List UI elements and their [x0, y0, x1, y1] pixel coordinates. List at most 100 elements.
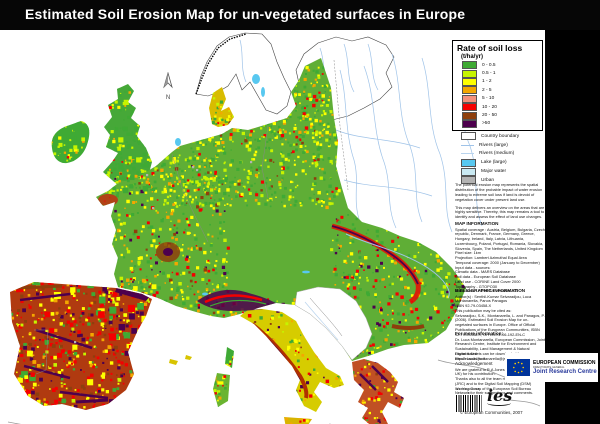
carpathians-purple — [331, 225, 419, 285]
uncovered-region-balkans — [294, 286, 373, 361]
lake — [175, 138, 181, 146]
pindus-2 — [371, 365, 389, 383]
legend-swatch — [461, 153, 474, 155]
legend-class-row: 2 - 5 — [462, 86, 542, 95]
alps-red-band — [204, 294, 263, 304]
eu-flag-stars-icon — [513, 361, 524, 374]
text-line: Land use - CORINE Land Cover 2000 — [455, 278, 521, 284]
text-line: Soil data - European Soil Database — [455, 274, 516, 280]
river-line — [339, 69, 361, 223]
legend-rate-of-soil-loss: Rate of soil loss (t/ha/yr) 0 - 0.5 0.5 -… — [452, 40, 543, 131]
river-line — [335, 129, 421, 149]
legend-symbol-row: Rivers (medium) — [461, 150, 544, 159]
legend-symbol-label: Major water — [481, 169, 507, 175]
section-heading: BIBLIOGRAPHIC INFORMATION — [455, 288, 526, 293]
map-line — [309, 297, 343, 337]
region-corsica — [225, 347, 234, 368]
pyrenees — [115, 287, 151, 301]
urban-area — [152, 207, 155, 210]
urban-area — [192, 166, 195, 169]
apennines — [250, 322, 309, 399]
region-mainland — [96, 58, 466, 361]
region-greece — [352, 359, 404, 424]
section-map-information: MAP INFORMATION Spatial coverage : Austr… — [455, 221, 545, 294]
legend-swatch — [462, 86, 477, 95]
barcode-bars-icon — [456, 395, 482, 412]
alps-green-valleys — [209, 299, 267, 307]
legend-class-label: >50 — [482, 121, 491, 127]
river-line — [343, 179, 433, 197]
legend-symbol-row: Country boundary — [461, 132, 544, 141]
map-line — [171, 153, 209, 243]
country-boundary-line — [333, 59, 349, 191]
section-more-info: For more information: Dr. Luca Montanare… — [455, 331, 545, 361]
map-line — [345, 233, 450, 299]
isbn-barcode: 92-79-03458-X — [456, 387, 482, 412]
legend-class-list: 0 - 0.5 0.5 - 1 1 - 2 2 - 5 5 - 10 10 - 20 20 … — [453, 61, 542, 128]
legend-symbol-row: Major water — [461, 167, 544, 176]
text-line: This publication may be cited as: — [455, 307, 512, 313]
legend-swatch — [462, 61, 477, 70]
river-line — [391, 53, 423, 223]
legend-symbol-label: Urban — [481, 177, 495, 183]
lake — [252, 74, 260, 84]
europe-soil-erosion-map — [7, 32, 541, 424]
lake — [302, 270, 310, 274]
legend-swatch — [462, 69, 477, 78]
pindus-1 — [359, 373, 377, 391]
iberia-range-3 — [23, 364, 71, 380]
legend-symbol-label: Country boundary — [481, 133, 520, 139]
text-line: Climatic data - MARS Database — [455, 269, 510, 275]
map-line — [34, 329, 49, 375]
section-lines: Spatial coverage : Austria, Belgium, Bul… — [455, 226, 545, 295]
sierra-nevada — [75, 398, 109, 404]
legend-class-label: 0 - 0.5 — [482, 62, 496, 68]
legend-symbol-row: Lake (large) — [461, 158, 544, 167]
legend-class-row: 0.5 - 1 — [462, 69, 542, 78]
text-line: Dr. Luca Montanarella, European Commissi… — [455, 336, 545, 356]
iberia-range-2 — [35, 328, 93, 350]
map-line — [261, 125, 269, 199]
ec-logo-line1: EUROPEAN COMMISSION — [533, 360, 596, 366]
iberia-range-4 — [59, 390, 109, 400]
text-line: We are grateful to R.A Jones (Cranfield … — [455, 366, 542, 377]
section-heading: Acknowledgement — [455, 361, 493, 366]
river-line — [367, 43, 379, 91]
map-line — [304, 301, 339, 341]
text-line: Selvaradjou, S-K., Montanarella, L. and … — [455, 312, 545, 337]
section-heading: For more information: — [455, 331, 503, 336]
north-arrow-label: N — [165, 95, 171, 101]
legend-class-row: 20 - 50 — [462, 111, 542, 120]
eu-flag-icon — [507, 359, 530, 376]
text-line: Spatial coverage : Austria, Belgium, Bul… — [455, 226, 545, 251]
legend-class-row: 5 - 10 — [462, 94, 542, 103]
legend-swatch — [462, 103, 477, 112]
legend-class-row: 0 - 0.5 — [462, 61, 542, 70]
text-line: ISBN 92-79-03458-X — [455, 303, 492, 309]
legend-symbol-label: Rivers (medium) — [479, 151, 515, 157]
iberia-range-1 — [19, 292, 71, 302]
legend-swatch — [461, 167, 476, 176]
legend-other-symbols: Country boundary Rivers (large) Rivers (me… — [452, 132, 544, 185]
legend-swatch — [461, 176, 476, 185]
text-line: Model used : PESERA - version 103 — [455, 288, 518, 294]
urban-area — [196, 169, 199, 172]
legend-class-row: 1 - 2 — [462, 77, 542, 86]
region-sicily — [284, 417, 312, 424]
section-lines: Dr. Luca Montanarella, European Commissi… — [455, 336, 545, 362]
river-line — [363, 65, 397, 229]
region-balearics — [169, 355, 192, 365]
legend-swatch — [462, 111, 477, 120]
legend-swatch — [462, 94, 477, 103]
section-heading: MAP INFORMATION — [455, 221, 499, 226]
legend-class-label: 2 - 5 — [482, 87, 492, 93]
lake — [261, 87, 265, 97]
massif-central-core — [163, 248, 173, 256]
copyright-note: © European Communities, 2007 — [460, 410, 523, 415]
legend-symbol-label: Rivers (large) — [479, 142, 508, 148]
ec-logo-line2: DIRECTORATE GENERAL — [533, 366, 565, 369]
map-page: N Rate of soil loss (t/ha/yr) 0 - 0.5 0.5… — [0, 30, 545, 424]
ec-jrc-logo: EUROPEAN COMMISSION DIRECTORATE GENERAL … — [505, 353, 598, 382]
river-line — [421, 57, 453, 233]
ec-logo-line3: Joint Research Centre — [533, 369, 597, 375]
